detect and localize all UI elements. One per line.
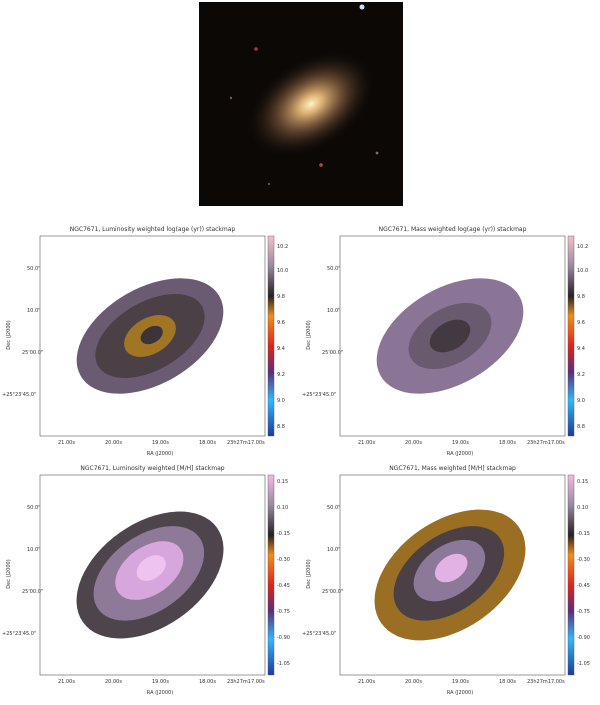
y-axis-label: Dec (J2000) (306, 320, 312, 350)
colorbar-tick: -0.45 (277, 583, 290, 589)
panel-mass-metallicity: NGC7671, Mass weighted [M/H] stackmap De… (300, 465, 600, 705)
panel-lum-age: NGC7671, Luminosity weighted log(age (yr… (0, 226, 300, 466)
y-tick: 10.0" (27, 308, 41, 314)
x-tick: 21.00s (58, 440, 75, 446)
galaxy-pixel-map (76, 511, 224, 639)
colorbar-tick: 0.10 (577, 505, 589, 511)
panel-title: NGC7671, Mass weighted [M/H] stackmap (389, 465, 516, 472)
y-tick: +25°23'45.0" (302, 631, 337, 637)
colorbar-tick: 9.2 (277, 372, 285, 378)
x-tick: 19.00s (152, 440, 169, 446)
galaxy-pixel-map (76, 278, 224, 394)
stackmap-plot (39, 235, 275, 437)
stackmap-plot (39, 474, 275, 676)
y-tick: 10.0" (327, 547, 341, 553)
x-tick: 20.00s (105, 440, 122, 446)
colorbar-tick: -0.90 (577, 635, 590, 641)
galaxy-pixel-map (374, 509, 526, 641)
panel-lum-metallicity: NGC7671, Luminosity weighted [M/H] stack… (0, 465, 300, 705)
y-tick: +25°23'45.0" (2, 392, 37, 398)
colorbar-tick: -0.30 (577, 557, 590, 563)
colorbar-tick: -0.30 (277, 557, 290, 563)
x-tick: 20.00s (105, 679, 122, 685)
y-tick: 25'00.0" (322, 589, 344, 595)
panel-title: NGC7671, Luminosity weighted [M/H] stack… (80, 465, 225, 472)
y-tick: 50.0" (327, 505, 341, 511)
x-tick: 23h27m17.00s (227, 679, 265, 685)
x-tick: 21.00s (358, 440, 375, 446)
panel-title: NGC7671, Luminosity weighted log(age (yr… (69, 226, 236, 233)
colorbar-tick: 10.2 (577, 244, 589, 250)
colorbar-tick: 8.8 (577, 424, 585, 430)
colorbar-tick: 0.15 (577, 479, 589, 485)
y-axis-label: Dec (J2000) (6, 320, 12, 350)
x-tick: 23h27m17.00s (227, 440, 265, 446)
colorbar-tick: 9.8 (277, 294, 285, 300)
colorbar-tick: -0.45 (577, 583, 590, 589)
panel-title: NGC7671, Mass weighted log(age (yr)) sta… (378, 226, 527, 233)
x-tick: 19.00s (452, 679, 469, 685)
x-tick: 18.00s (199, 440, 216, 446)
y-tick: 50.0" (27, 266, 41, 272)
stackmap-plot (339, 474, 575, 676)
y-tick: 25'00.0" (22, 350, 44, 356)
y-axis-label: Dec (J2000) (306, 559, 312, 589)
panel-mass-age: NGC7671, Mass weighted log(age (yr)) sta… (300, 226, 600, 466)
colorbar-tick: -0.75 (277, 609, 290, 615)
y-tick: 10.0" (327, 308, 341, 314)
galaxy-pixel-map (376, 278, 524, 394)
colorbar-tick: 9.4 (577, 346, 585, 352)
colorbar (267, 474, 275, 676)
colorbar-tick: 9.0 (277, 398, 285, 404)
colorbar-tick: 0.15 (277, 479, 289, 485)
y-axis-label: Dec (J2000) (6, 559, 12, 589)
colorbar-tick: -1.05 (577, 661, 590, 667)
y-tick: +25°23'45.0" (2, 631, 37, 637)
x-tick: 23h27m17.00s (527, 440, 565, 446)
y-tick: 25'00.0" (22, 589, 44, 595)
x-tick: 19.00s (452, 440, 469, 446)
colorbar-tick: 8.8 (277, 424, 285, 430)
y-tick: +25°23'45.0" (302, 392, 337, 398)
x-axis-label: RA (J2000) (446, 451, 474, 457)
stackmap-plot (339, 235, 575, 437)
colorbar-tick: -0.90 (277, 635, 290, 641)
colorbar-tick: 9.6 (577, 320, 585, 326)
x-tick: 21.00s (358, 679, 375, 685)
x-tick: 18.00s (499, 440, 516, 446)
x-tick: 20.00s (405, 679, 422, 685)
colorbar (267, 235, 275, 437)
x-axis-label: RA (J2000) (146, 451, 174, 457)
y-tick: 50.0" (327, 266, 341, 272)
colorbar-tick: -0.75 (577, 609, 590, 615)
colorbar-tick: -1.05 (277, 661, 290, 667)
x-tick: 18.00s (199, 679, 216, 685)
colorbar (567, 235, 575, 437)
y-tick: 50.0" (27, 505, 41, 511)
galaxy-image (199, 2, 403, 206)
colorbar-tick: 9.4 (277, 346, 285, 352)
x-tick: 19.00s (152, 679, 169, 685)
colorbar-tick: -0.15 (277, 531, 290, 537)
y-tick: 10.0" (27, 547, 41, 553)
x-tick: 21.00s (58, 679, 75, 685)
colorbar-tick: 9.0 (577, 398, 585, 404)
y-tick: 25'00.0" (322, 350, 344, 356)
colorbar-tick: 10.0 (577, 268, 589, 274)
colorbar-tick: 10.0 (277, 268, 289, 274)
x-tick: 20.00s (405, 440, 422, 446)
x-axis-label: RA (J2000) (446, 690, 474, 696)
x-axis-label: RA (J2000) (146, 690, 174, 696)
colorbar-tick: 10.2 (277, 244, 289, 250)
colorbar (567, 474, 575, 676)
colorbar-tick: 9.2 (577, 372, 585, 378)
x-tick: 23h27m17.00s (527, 679, 565, 685)
colorbar-tick: 0.10 (277, 505, 289, 511)
colorbar-tick: -0.15 (577, 531, 590, 537)
x-tick: 18.00s (499, 679, 516, 685)
colorbar-tick: 9.8 (577, 294, 585, 300)
colorbar-tick: 9.6 (277, 320, 285, 326)
